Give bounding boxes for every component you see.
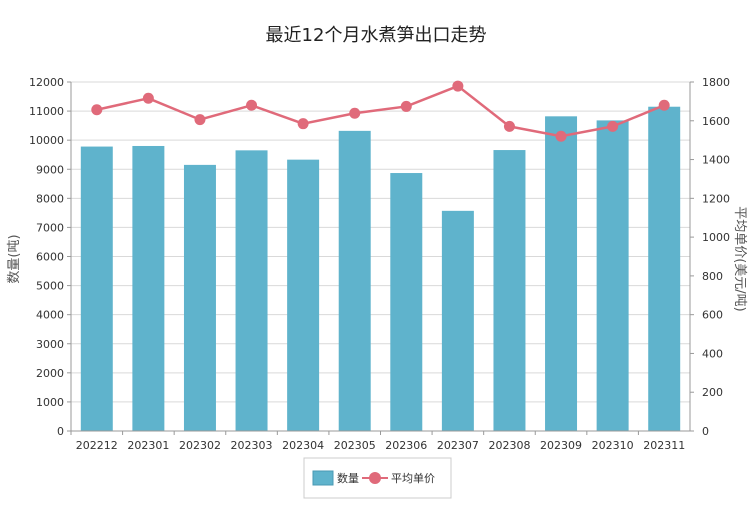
- y-right-tick-label: 0: [702, 425, 709, 438]
- bar: [545, 116, 578, 432]
- bar: [493, 150, 526, 431]
- y-right-tick-label: 1200: [702, 192, 730, 205]
- chart-title: 最近12个月水煮笋出口走势: [266, 25, 487, 46]
- tick-labels: 0100020003000400050006000700080009000100…: [29, 76, 730, 452]
- y-axis-left-label: 数量(吨): [7, 234, 22, 283]
- y-right-tick-label: 200: [702, 386, 723, 399]
- y-right-tick-label: 1400: [702, 154, 730, 167]
- bar: [80, 146, 113, 431]
- y-left-tick-label: 2000: [36, 367, 64, 380]
- line-point: [142, 92, 154, 104]
- line-series: [91, 80, 670, 142]
- bar: [132, 145, 165, 431]
- bar: [287, 159, 320, 431]
- bar: [338, 130, 371, 432]
- y-axis-right-label: 平均单价(美元/吨): [732, 206, 747, 312]
- x-tick-label: 202303: [231, 439, 273, 452]
- bar: [441, 210, 474, 431]
- x-tick-label: 202307: [437, 439, 479, 452]
- line-point: [349, 107, 361, 119]
- y-left-tick-label: 10000: [29, 134, 64, 147]
- y-right-tick-label: 400: [702, 347, 723, 360]
- x-tick-label: 202310: [592, 439, 634, 452]
- y-left-tick-label: 7000: [36, 221, 64, 234]
- line-point: [607, 120, 619, 132]
- y-right-tick-label: 1800: [702, 76, 730, 89]
- y-left-tick-label: 5000: [36, 280, 64, 293]
- x-tick-label: 202311: [643, 439, 685, 452]
- x-tick-label: 202306: [385, 439, 427, 452]
- line-path: [96, 84, 665, 138]
- grid-lines: [71, 81, 690, 432]
- y-right-tick-label: 1600: [702, 115, 730, 128]
- y-left-tick-label: 4000: [36, 309, 64, 322]
- bar: [596, 120, 629, 431]
- line-point: [658, 99, 670, 111]
- legend: 数量 平均单价: [303, 457, 452, 499]
- legend-bar-swatch: [312, 470, 334, 486]
- legend-line-label: 平均单价: [391, 472, 435, 485]
- y-left-tick-label: 9000: [36, 163, 64, 176]
- x-tick-label: 202309: [540, 439, 582, 452]
- x-tick-label: 202308: [488, 439, 530, 452]
- x-tick-label: 202305: [334, 439, 376, 452]
- y-left-tick-label: 6000: [36, 251, 64, 264]
- line-point: [297, 118, 309, 130]
- y-right-tick-label: 800: [702, 270, 723, 283]
- y-left-tick-label: 3000: [36, 338, 64, 351]
- x-tick-label: 202212: [76, 439, 118, 452]
- line-point: [503, 120, 515, 132]
- axes: [67, 81, 694, 435]
- line-point: [400, 100, 412, 112]
- y-left-tick-label: 0: [57, 425, 64, 438]
- line-point: [555, 130, 567, 142]
- y-left-tick-label: 11000: [29, 105, 64, 118]
- x-tick-label: 202301: [127, 439, 169, 452]
- line-point: [452, 80, 464, 92]
- x-tick-label: 202304: [282, 439, 324, 452]
- bar: [390, 173, 423, 432]
- y-right-tick-label: 1000: [702, 231, 730, 244]
- y-left-tick-label: 12000: [29, 76, 64, 89]
- bar-series: [80, 106, 681, 432]
- legend-line-marker: [369, 472, 381, 484]
- y-left-tick-label: 1000: [36, 396, 64, 409]
- x-tick-label: 202302: [179, 439, 221, 452]
- bar: [235, 150, 268, 432]
- line-point: [246, 99, 258, 111]
- y-right-tick-label: 600: [702, 309, 723, 322]
- legend-bar-label: 数量: [337, 472, 359, 485]
- bar: [183, 164, 216, 431]
- line-point: [194, 114, 206, 126]
- bar: [648, 106, 681, 432]
- y-left-tick-label: 8000: [36, 192, 64, 205]
- line-point: [91, 104, 103, 116]
